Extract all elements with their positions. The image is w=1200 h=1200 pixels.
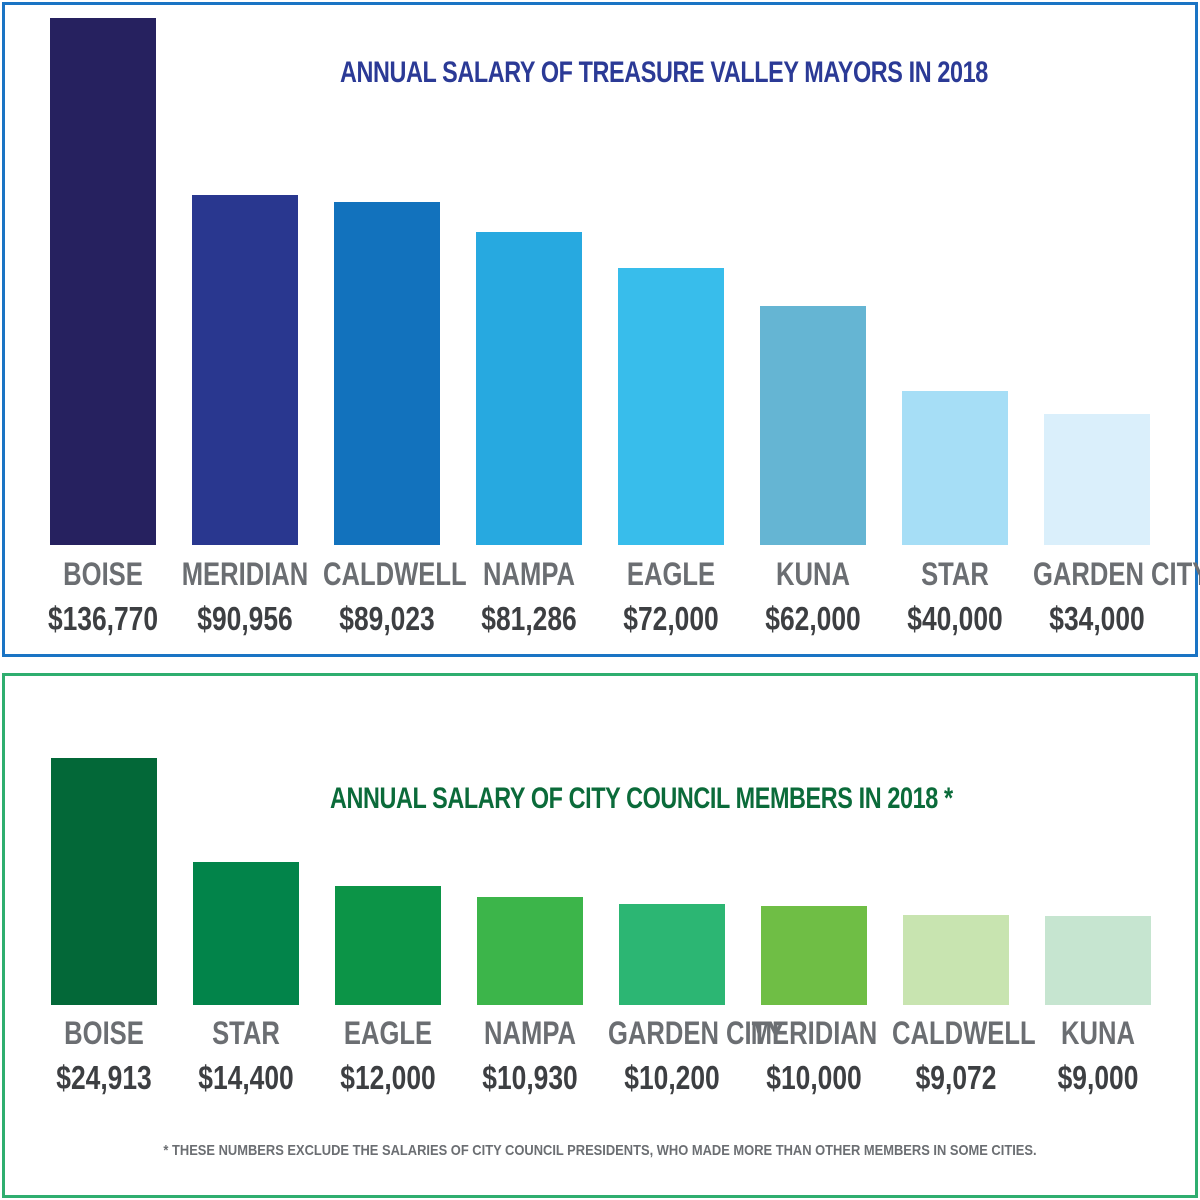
footnote: * THESE NUMBERS EXCLUDE THE SALARIES OF … (163, 1142, 1037, 1159)
council-value-label: $12,000 (340, 1059, 436, 1096)
mayor-bar-kuna (760, 306, 866, 545)
mayor-bar-nampa (476, 232, 582, 545)
council-category-label: STAR (212, 1015, 280, 1051)
mayor-bar-star (902, 391, 1008, 545)
council-value-label: $10,930 (482, 1059, 578, 1096)
council-value-label: $9,072 (915, 1059, 997, 1096)
council-value-label: $14,400 (198, 1059, 294, 1096)
council-bar-star (193, 862, 299, 1005)
council-value-label: $10,200 (624, 1059, 720, 1096)
council-category-label: NAMPA (484, 1015, 576, 1051)
mayor-value-label: $81,286 (481, 600, 577, 637)
mayor-category-label: EAGLE (626, 556, 716, 592)
council-bar-kuna (1045, 916, 1151, 1005)
mayor-category-label: GARDEN CITY (1033, 556, 1200, 592)
mayor-category-label: BOISE (63, 556, 143, 592)
council-bar-caldwell (903, 915, 1009, 1005)
mayor-category-label: NAMPA (483, 556, 575, 592)
council-salary-panel (2, 673, 1198, 1198)
council-category-label: MERIDIAN (750, 1015, 878, 1051)
council-category-label: EAGLE (343, 1015, 433, 1051)
council-category-label: GARDEN CITY (608, 1015, 785, 1051)
mayor-category-label: KUNA (776, 556, 850, 592)
council-value-label: $9,000 (1057, 1059, 1139, 1096)
council-category-label: BOISE (64, 1015, 144, 1051)
council-category-label: CALDWELL (892, 1015, 1036, 1051)
council-value-label: $10,000 (766, 1059, 862, 1096)
council-bar-meridian (761, 906, 867, 1005)
mayor-value-label: $72,000 (623, 600, 719, 637)
mayor-value-label: $62,000 (765, 600, 861, 637)
mayor-bar-meridian (192, 195, 298, 545)
mayor-bar-eagle (618, 268, 724, 545)
council-bar-eagle (335, 886, 441, 1005)
mayor-category-label: MERIDIAN (181, 556, 309, 592)
mayor-value-label: $40,000 (907, 600, 1003, 637)
mayor-bar-boise (50, 18, 156, 545)
mayor-bar-garden-city (1044, 414, 1150, 545)
mayor-category-label: STAR (921, 556, 989, 592)
mayor-value-label: $90,956 (197, 600, 293, 637)
council-category-label: KUNA (1061, 1015, 1135, 1051)
council-value-label: $24,913 (56, 1059, 152, 1096)
council-bar-garden-city (619, 904, 725, 1005)
mayor-value-label: $136,770 (47, 600, 159, 637)
council-chart-title: ANNUAL SALARY OF CITY COUNCIL MEMBERS IN… (330, 782, 953, 815)
mayor-bar-caldwell (334, 202, 440, 545)
council-bar-boise (51, 758, 157, 1005)
mayor-category-label: CALDWELL (323, 556, 467, 592)
mayor-chart-title: ANNUAL SALARY OF TREASURE VALLEY MAYORS … (340, 56, 988, 89)
mayor-value-label: $34,000 (1049, 600, 1145, 637)
mayor-value-label: $89,023 (339, 600, 435, 637)
council-bar-nampa (477, 897, 583, 1005)
